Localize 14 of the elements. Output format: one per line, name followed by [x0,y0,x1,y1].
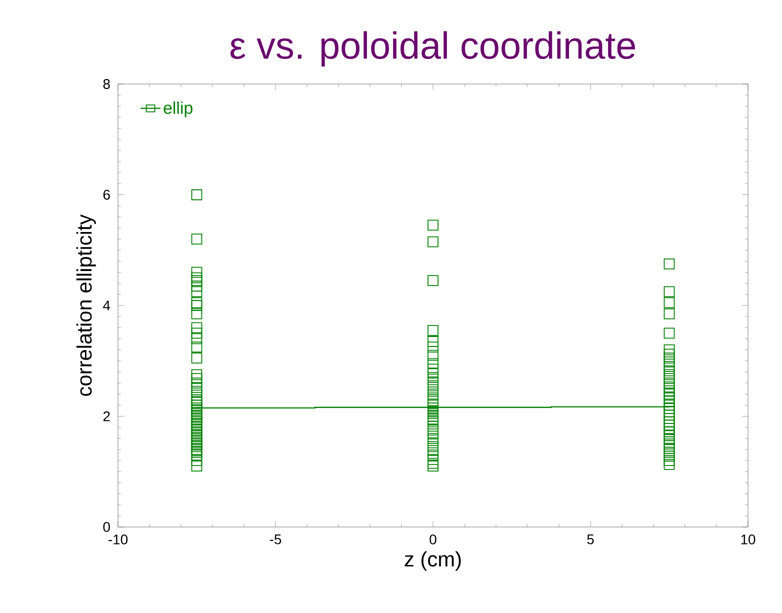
y-axis-title: correlation ellipticity [76,214,96,396]
chart-title: ε vs. poloidal coordinate [230,31,636,67]
y-tick-label: 8 [103,79,110,89]
y-tick-label: 6 [103,190,110,200]
x-tick-label: 10 [741,534,756,544]
y-tick-label: 2 [103,411,110,422]
x-axis-title: z (cm) [404,551,461,571]
y-tick-label: 0 [103,522,110,532]
x-tick-label: 0 [430,534,436,544]
x-tick-label: 5 [587,534,594,544]
legend-label: ellip [164,101,192,118]
x-tick-label: -5 [270,534,282,544]
y-tick-label: 4 [103,300,110,310]
x-tick-label: -10 [108,534,128,544]
